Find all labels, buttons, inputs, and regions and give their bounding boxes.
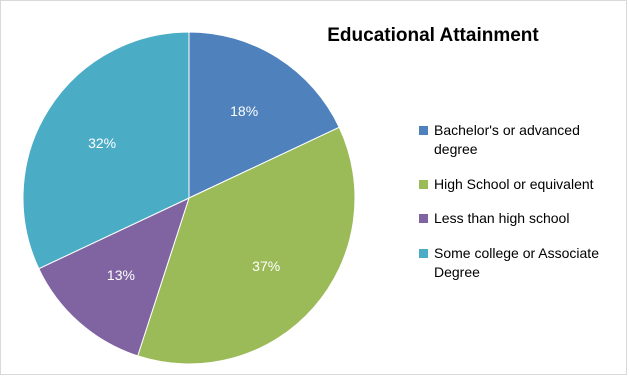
legend-label-less-than-high-school: Less than high school — [434, 210, 570, 226]
legend-item-high-school: High School or equivalent — [419, 175, 624, 194]
pie-slice-high-school — [137, 126, 356, 365]
legend: Bachelor's or advanced degree High School… — [419, 121, 624, 298]
slice-label-bachelors: 18% — [230, 103, 258, 119]
legend-item-less-than-high-school: Less than high school — [419, 209, 624, 228]
pie-slice-bachelors — [188, 31, 340, 199]
legend-swatch-bachelors — [419, 126, 428, 135]
pie-slice-some-college — [22, 31, 190, 270]
slice-label-high-school: 37% — [252, 258, 280, 274]
slice-label-less-than-high-school: 13% — [107, 267, 135, 283]
legend-label-high-school: High School or equivalent — [434, 176, 594, 192]
legend-swatch-some-college — [419, 249, 428, 258]
legend-swatch-less-than-high-school — [419, 214, 428, 223]
legend-item-bachelors: Bachelor's or advanced degree — [419, 121, 624, 159]
legend-label-some-college: Some college or Associate Degree — [434, 245, 599, 280]
chart-title: Educational Attainment — [327, 25, 539, 46]
slice-label-some-college: 32% — [88, 135, 116, 151]
legend-label-bachelors: Bachelor's or advanced degree — [434, 122, 580, 157]
legend-swatch-high-school — [419, 180, 428, 189]
pie-slice-less-than-high-school — [38, 197, 190, 357]
legend-item-some-college: Some college or Associate Degree — [419, 244, 624, 282]
